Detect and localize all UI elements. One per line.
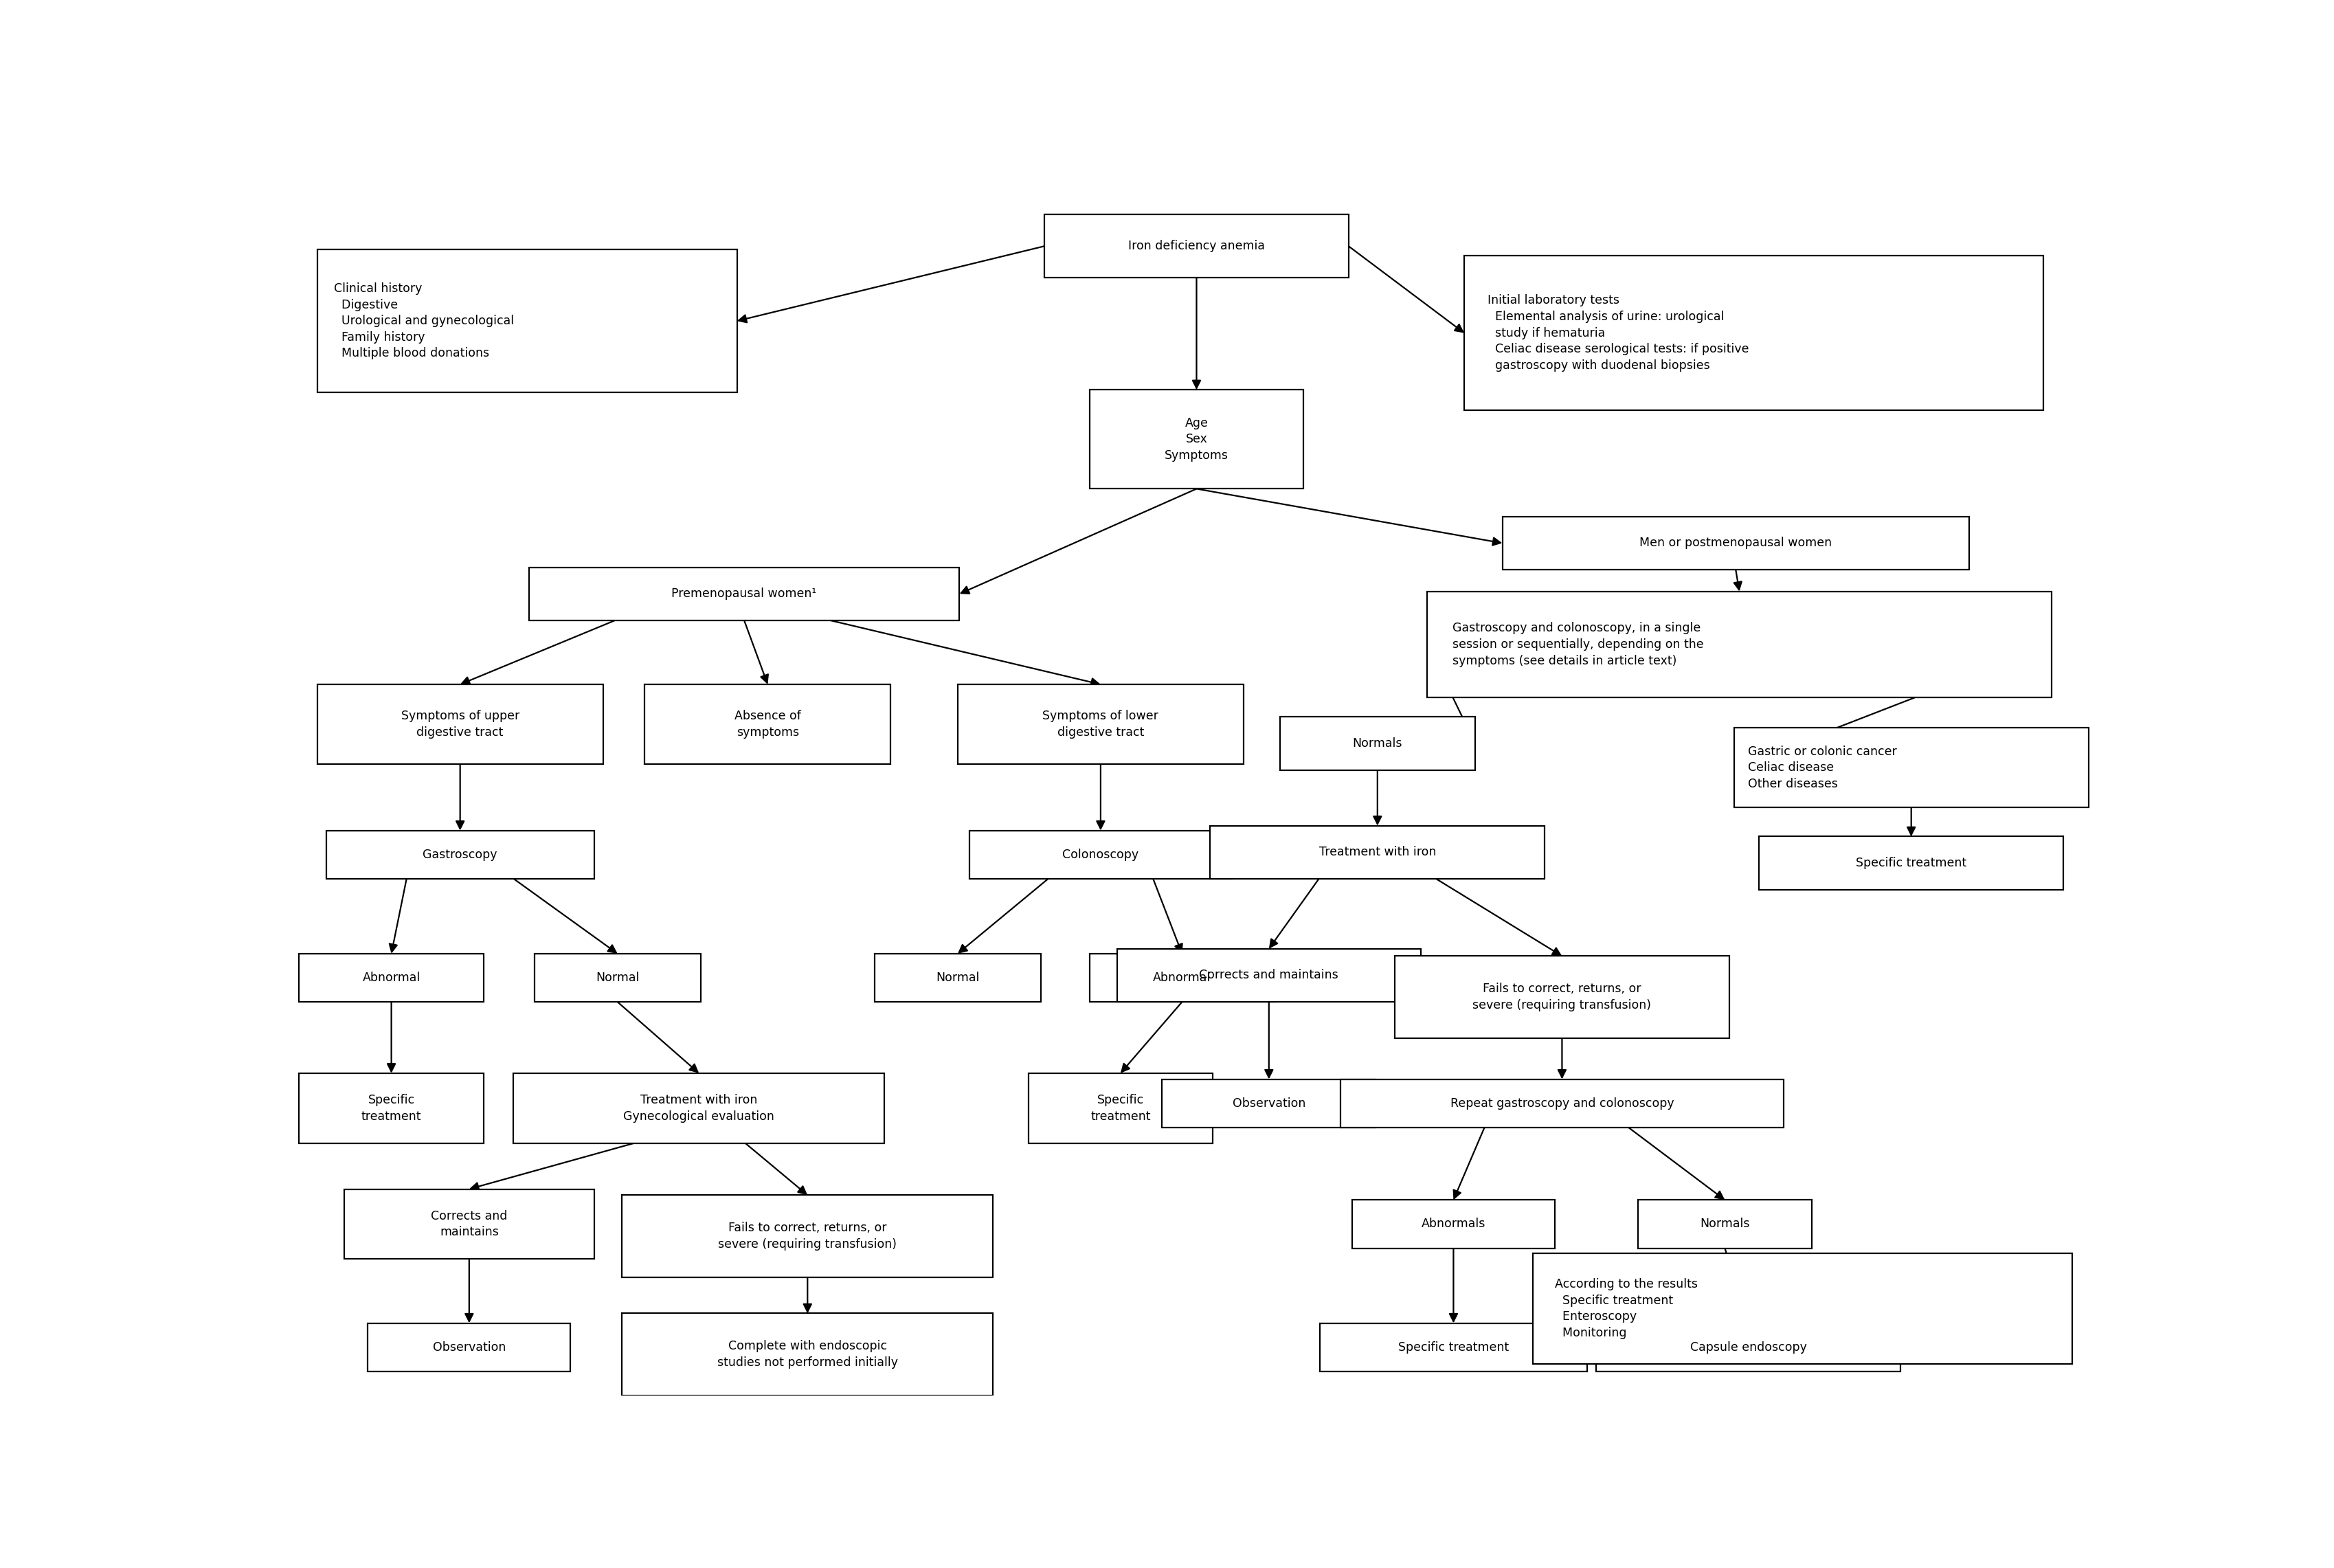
Text: Abnormal: Abnormal: [362, 972, 420, 985]
FancyBboxPatch shape: [1533, 1253, 2073, 1364]
FancyBboxPatch shape: [1090, 953, 1274, 1002]
Text: Symptoms of upper
digestive tract: Symptoms of upper digestive tract: [401, 710, 518, 739]
FancyBboxPatch shape: [299, 953, 483, 1002]
FancyBboxPatch shape: [621, 1195, 992, 1278]
Text: According to the results
  Specific treatment
  Enteroscopy
  Monitoring: According to the results Specific treatm…: [1554, 1278, 1697, 1339]
Text: Specific
treatment: Specific treatment: [362, 1094, 422, 1123]
Text: Repeat gastroscopy and colonoscopy: Repeat gastroscopy and colonoscopy: [1449, 1098, 1673, 1110]
FancyBboxPatch shape: [1043, 215, 1349, 278]
FancyBboxPatch shape: [1162, 1079, 1375, 1127]
Text: Corrects and maintains: Corrects and maintains: [1200, 969, 1337, 982]
FancyBboxPatch shape: [969, 831, 1232, 878]
FancyBboxPatch shape: [621, 1314, 992, 1396]
Text: Age
Sex
Symptoms: Age Sex Symptoms: [1165, 417, 1228, 461]
FancyBboxPatch shape: [1393, 956, 1729, 1038]
Text: Gastroscopy and colonoscopy, in a single
session or sequentially, depending on t: Gastroscopy and colonoscopy, in a single…: [1452, 622, 1704, 666]
Text: Treatment with iron: Treatment with iron: [1319, 847, 1435, 858]
Text: Symptoms of lower
digestive tract: Symptoms of lower digestive tract: [1043, 710, 1158, 739]
FancyBboxPatch shape: [1351, 1200, 1554, 1248]
Text: Gastric or colonic cancer
Celiac disease
Other diseases: Gastric or colonic cancer Celiac disease…: [1748, 745, 1898, 790]
Text: Fails to correct, returns, or
severe (requiring transfusion): Fails to correct, returns, or severe (re…: [1473, 983, 1650, 1011]
FancyBboxPatch shape: [534, 953, 700, 1002]
Text: Iron deficiency anemia: Iron deficiency anemia: [1127, 240, 1265, 252]
FancyBboxPatch shape: [369, 1323, 569, 1372]
FancyBboxPatch shape: [1760, 836, 2063, 889]
Text: Colonoscopy: Colonoscopy: [1062, 848, 1139, 861]
FancyBboxPatch shape: [1027, 1073, 1211, 1143]
FancyBboxPatch shape: [317, 684, 602, 764]
FancyBboxPatch shape: [1279, 717, 1475, 770]
Text: Clinical history
  Digestive
  Urological and gynecological
  Family history
  M: Clinical history Digestive Urological an…: [334, 282, 513, 359]
FancyBboxPatch shape: [327, 831, 593, 878]
Text: Specific treatment: Specific treatment: [1398, 1341, 1508, 1353]
Text: Men or postmenopausal women: Men or postmenopausal women: [1638, 536, 1832, 549]
FancyBboxPatch shape: [317, 249, 738, 392]
FancyBboxPatch shape: [513, 1073, 885, 1143]
FancyBboxPatch shape: [299, 1073, 483, 1143]
Text: Initial laboratory tests
  Elemental analysis of urine: urological
  study if he: Initial laboratory tests Elemental analy…: [1487, 295, 1748, 372]
Text: Normals: Normals: [1699, 1218, 1748, 1231]
FancyBboxPatch shape: [1116, 949, 1421, 1002]
Text: Specific
treatment: Specific treatment: [1090, 1094, 1151, 1123]
Text: Normal: Normal: [595, 972, 640, 985]
Text: Observation: Observation: [1232, 1098, 1305, 1110]
Text: Normals: Normals: [1351, 737, 1403, 750]
FancyBboxPatch shape: [957, 684, 1244, 764]
Text: Absence of
symptoms: Absence of symptoms: [735, 710, 801, 739]
FancyBboxPatch shape: [1426, 591, 2052, 698]
Text: Treatment with iron
Gynecological evaluation: Treatment with iron Gynecological evalua…: [623, 1094, 775, 1123]
FancyBboxPatch shape: [644, 684, 892, 764]
FancyBboxPatch shape: [1638, 1200, 1811, 1248]
FancyBboxPatch shape: [1090, 390, 1302, 489]
FancyBboxPatch shape: [1596, 1323, 1900, 1372]
FancyBboxPatch shape: [343, 1189, 593, 1259]
Text: Abnormal: Abnormal: [1153, 972, 1211, 985]
Text: Premenopausal women¹: Premenopausal women¹: [672, 588, 817, 601]
FancyBboxPatch shape: [530, 568, 959, 621]
Text: Corrects and
maintains: Corrects and maintains: [432, 1210, 506, 1239]
Text: Gastroscopy: Gastroscopy: [422, 848, 497, 861]
FancyBboxPatch shape: [1463, 256, 2042, 411]
Text: Capsule endoscopy: Capsule endoscopy: [1690, 1341, 1807, 1353]
Text: Observation: Observation: [432, 1341, 506, 1353]
Text: Fails to correct, returns, or
severe (requiring transfusion): Fails to correct, returns, or severe (re…: [719, 1221, 896, 1250]
Text: Specific treatment: Specific treatment: [1856, 856, 1965, 869]
FancyBboxPatch shape: [875, 953, 1041, 1002]
FancyBboxPatch shape: [1734, 728, 2089, 808]
Text: Normal: Normal: [936, 972, 980, 985]
FancyBboxPatch shape: [1340, 1079, 1783, 1127]
FancyBboxPatch shape: [1501, 516, 1968, 569]
FancyBboxPatch shape: [1209, 826, 1545, 878]
FancyBboxPatch shape: [1319, 1323, 1587, 1372]
Text: Abnormals: Abnormals: [1421, 1218, 1484, 1231]
Text: Complete with endoscopic
studies not performed initially: Complete with endoscopic studies not per…: [717, 1341, 899, 1369]
